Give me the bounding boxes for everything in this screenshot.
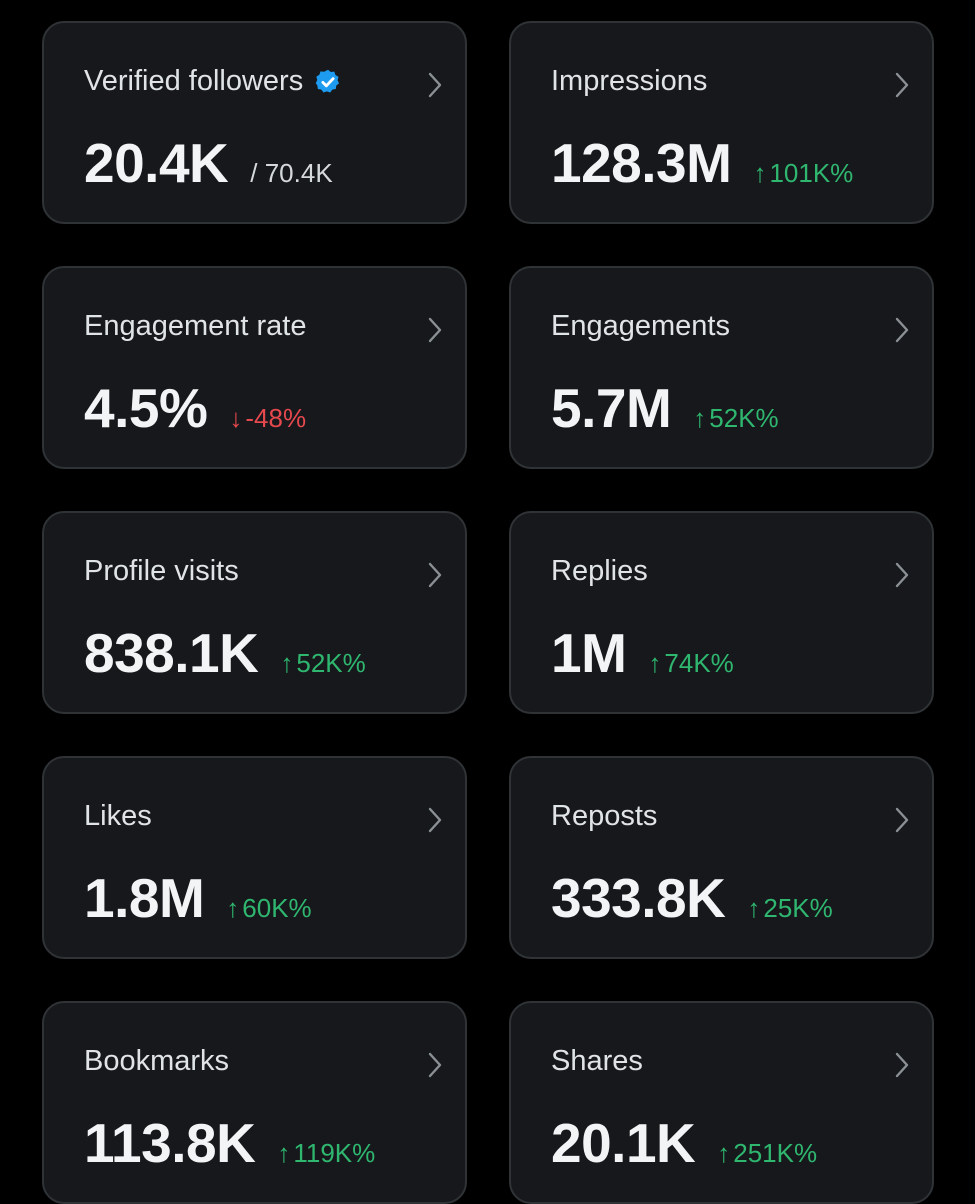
arrow-up-icon: ↑ bbox=[648, 648, 662, 678]
chevron-right-icon[interactable] bbox=[425, 70, 445, 100]
chevron-right-icon[interactable] bbox=[892, 560, 912, 590]
metric-delta-value: 52K% bbox=[296, 648, 366, 678]
metric-card-verified-followers[interactable]: Verified followers 20.4K / 70.4K bbox=[42, 21, 467, 224]
arrow-up-icon: ↑ bbox=[747, 893, 761, 923]
arrow-up-icon: ↑ bbox=[226, 893, 240, 923]
card-title: Engagement rate bbox=[84, 310, 306, 343]
chevron-right-icon[interactable] bbox=[425, 315, 445, 345]
card-title-label: Profile visits bbox=[84, 555, 239, 587]
value-row: 113.8K ↑ 119K% bbox=[84, 1116, 375, 1171]
value-row: 5.7M ↑ 52K% bbox=[551, 381, 779, 436]
value-row: 4.5% ↓ -48% bbox=[84, 381, 306, 436]
value-row: 838.1K ↑ 52K% bbox=[84, 626, 366, 681]
card-title: Likes bbox=[84, 800, 152, 833]
metric-delta-value: 25K% bbox=[763, 893, 833, 923]
metric-card-shares[interactable]: Shares 20.1K ↑ 251K% bbox=[509, 1001, 934, 1204]
metric-card-engagements[interactable]: Engagements 5.7M ↑ 52K% bbox=[509, 266, 934, 469]
chevron-right-icon[interactable] bbox=[892, 1050, 912, 1080]
card-title-label: Impressions bbox=[551, 65, 708, 97]
metric-delta: ↑ 52K% bbox=[693, 403, 778, 434]
value-row: 20.1K ↑ 251K% bbox=[551, 1116, 817, 1171]
arrow-down-icon: ↓ bbox=[229, 403, 243, 433]
card-title-label: Replies bbox=[551, 555, 648, 587]
metric-delta: ↑ 251K% bbox=[717, 1138, 817, 1169]
metric-delta-value: -48% bbox=[245, 403, 307, 433]
metric-card-impressions[interactable]: Impressions 128.3M ↑ 101K% bbox=[509, 21, 934, 224]
arrow-up-icon: ↑ bbox=[717, 1138, 731, 1168]
metric-value: 4.5% bbox=[84, 377, 208, 439]
card-title-label: Likes bbox=[84, 800, 152, 832]
value-row: 1M ↑ 74K% bbox=[551, 626, 734, 681]
metric-value: 1.8M bbox=[84, 867, 205, 929]
metric-card-bookmarks[interactable]: Bookmarks 113.8K ↑ 119K% bbox=[42, 1001, 467, 1204]
metric-value: 128.3M bbox=[551, 132, 732, 194]
card-title-label: Bookmarks bbox=[84, 1045, 230, 1077]
card-title-label: Shares bbox=[551, 1045, 643, 1077]
chevron-right-icon[interactable] bbox=[425, 560, 445, 590]
card-title: Replies bbox=[551, 555, 648, 588]
metric-value: 113.8K bbox=[84, 1112, 256, 1174]
metric-card-likes[interactable]: Likes 1.8M ↑ 60K% bbox=[42, 756, 467, 959]
card-title: Verified followers bbox=[84, 65, 342, 98]
metric-value: 20.1K bbox=[551, 1112, 696, 1174]
metric-delta-value: 74K% bbox=[664, 648, 734, 678]
metric-delta-value: 60K% bbox=[242, 893, 312, 923]
verified-badge-icon bbox=[315, 69, 340, 92]
metric-delta: ↑ 52K% bbox=[280, 648, 365, 679]
card-title-label: Verified followers bbox=[84, 65, 304, 97]
metric-value: 333.8K bbox=[551, 867, 726, 929]
arrow-up-icon: ↑ bbox=[753, 158, 767, 188]
chevron-right-icon[interactable] bbox=[892, 805, 912, 835]
metric-delta-value: 251K% bbox=[733, 1138, 818, 1168]
metric-value: 5.7M bbox=[551, 377, 672, 439]
metric-delta: ↑ 119K% bbox=[277, 1138, 375, 1169]
metric-card-profile-visits[interactable]: Profile visits 838.1K ↑ 52K% bbox=[42, 511, 467, 714]
metric-delta: ↑ 101K% bbox=[753, 158, 853, 189]
metric-secondary-value: / 70.4K bbox=[250, 158, 333, 188]
metric-delta: ↑ 60K% bbox=[226, 893, 311, 924]
metric-value: 20.4K bbox=[84, 132, 229, 194]
value-row: 1.8M ↑ 60K% bbox=[84, 871, 312, 926]
card-title-label: Reposts bbox=[551, 800, 658, 832]
card-title: Reposts bbox=[551, 800, 657, 833]
card-title-label: Engagements bbox=[551, 310, 730, 342]
metric-card-reposts[interactable]: Reposts 333.8K ↑ 25K% bbox=[509, 756, 934, 959]
chevron-right-icon[interactable] bbox=[425, 805, 445, 835]
card-title: Engagements bbox=[551, 310, 730, 343]
arrow-up-icon: ↑ bbox=[277, 1138, 291, 1168]
metric-card-replies[interactable]: Replies 1M ↑ 74K% bbox=[509, 511, 934, 714]
metric-delta-value: 101K% bbox=[769, 158, 854, 188]
chevron-right-icon[interactable] bbox=[425, 1050, 445, 1080]
metric-delta: ↑ 25K% bbox=[747, 893, 832, 924]
metric-value: 838.1K bbox=[84, 622, 259, 684]
chevron-right-icon[interactable] bbox=[892, 70, 912, 100]
value-row: 333.8K ↑ 25K% bbox=[551, 871, 833, 926]
metric-card-engagement-rate[interactable]: Engagement rate 4.5% ↓ -48% bbox=[42, 266, 467, 469]
card-title: Impressions bbox=[551, 65, 707, 98]
arrow-up-icon: ↑ bbox=[280, 648, 294, 678]
arrow-up-icon: ↑ bbox=[693, 403, 707, 433]
card-title: Shares bbox=[551, 1045, 643, 1078]
card-title: Bookmarks bbox=[84, 1045, 229, 1078]
card-title: Profile visits bbox=[84, 555, 239, 588]
metric-delta-value: 119K% bbox=[293, 1138, 376, 1168]
chevron-right-icon[interactable] bbox=[892, 315, 912, 345]
value-row: 128.3M ↑ 101K% bbox=[551, 136, 853, 191]
metric-value: 1M bbox=[551, 622, 627, 684]
value-row: 20.4K / 70.4K bbox=[84, 136, 333, 191]
metric-delta: ↑ 74K% bbox=[648, 648, 733, 679]
metric-delta-value: 52K% bbox=[709, 403, 779, 433]
metrics-grid: Verified followers 20.4K / 70.4K Impress… bbox=[42, 21, 934, 1204]
metric-delta: ↓ -48% bbox=[229, 403, 306, 434]
card-title-label: Engagement rate bbox=[84, 310, 307, 342]
